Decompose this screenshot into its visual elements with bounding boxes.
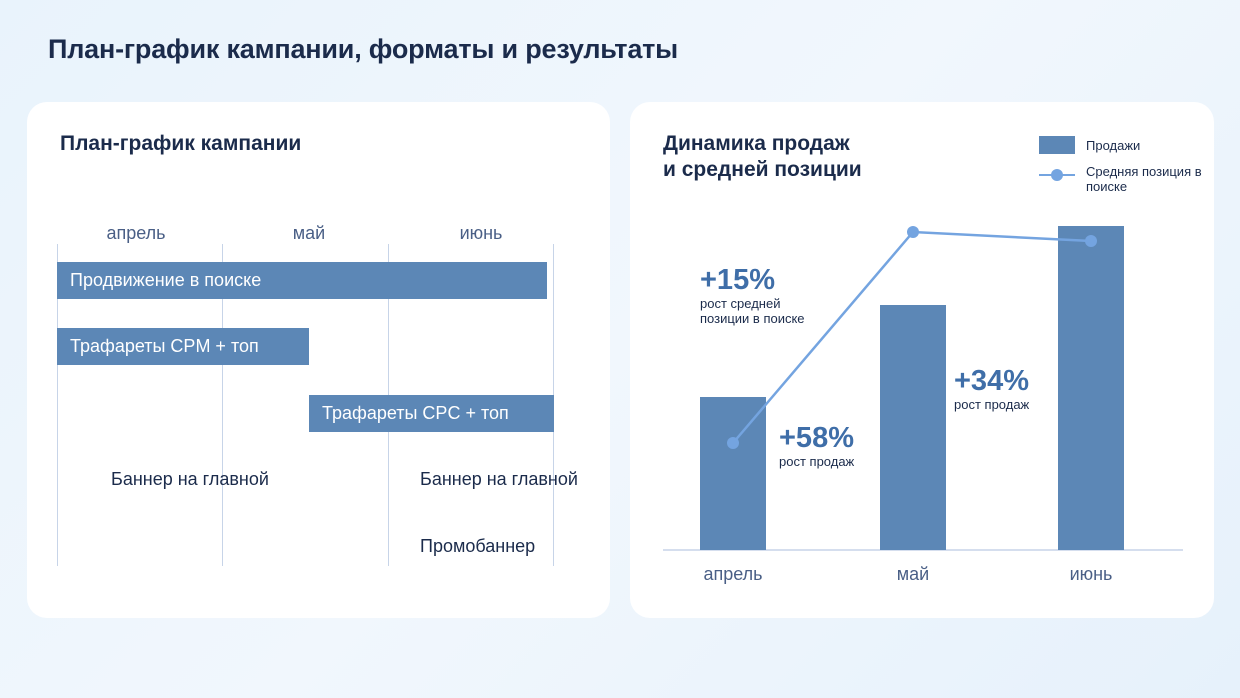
callout-sales-growth-june: +34% рост продаж	[954, 365, 1029, 412]
gantt-bar-cpm: Трафареты CPM + топ	[57, 328, 309, 365]
x-tick-label: май	[897, 564, 929, 584]
callout-sales-growth-may: +58% рост продаж	[779, 422, 854, 469]
page-title: План-график кампании, форматы и результа…	[48, 34, 679, 64]
legend-position-label: Средняя позиция в поиске	[1086, 164, 1202, 194]
callout-text: рост продаж	[954, 397, 1030, 412]
callout-value: +58%	[779, 422, 854, 454]
x-tick-label: апрель	[703, 564, 762, 584]
x-tick-label: июнь	[1070, 564, 1113, 584]
banner-main-label: Баннер на главной	[420, 469, 578, 489]
callout-value: +34%	[954, 365, 1029, 397]
position-point-2	[1085, 235, 1097, 247]
chart-title: Динамика продаж и средней позиции	[663, 132, 862, 181]
month-divider	[222, 244, 223, 566]
promobanner-label: Промобаннер	[420, 536, 536, 556]
gantt-bar-cpc: Трафареты CPC + топ	[309, 395, 554, 432]
campaign-schedule-card: План-график кампании апрель май июнь Про…	[27, 102, 610, 618]
month-may: май	[292, 223, 326, 243]
legend-position-dot	[1051, 169, 1063, 181]
month-april: апрель	[106, 223, 166, 243]
position-point-0	[727, 437, 739, 449]
callout-text: рост продаж	[779, 454, 855, 469]
position-point-1	[907, 226, 919, 238]
sales-chart: апрель май июнь	[663, 226, 1183, 584]
sales-dynamics-card: Динамика продаж и средней позиции Продажи…	[630, 102, 1214, 618]
gantt-bar-search-promo: Продвижение в поиске	[57, 262, 547, 299]
sales-bar-0	[700, 397, 766, 550]
callout-position-growth: +15% рост средней позиции в поиске	[700, 264, 810, 326]
month-june: июнь	[459, 223, 503, 243]
banner-main-label: Баннер на главной	[111, 469, 269, 489]
month-divider	[57, 244, 58, 566]
legend-sales-label: Продажи	[1086, 138, 1141, 153]
legend-sales-swatch	[1039, 136, 1075, 154]
sales-bar-1	[880, 305, 946, 550]
schedule-title: План-график кампании	[60, 132, 302, 155]
sales-bar-2	[1058, 226, 1124, 550]
callout-text: рост средней позиции в поиске	[700, 296, 805, 326]
callout-value: +15%	[700, 264, 775, 296]
